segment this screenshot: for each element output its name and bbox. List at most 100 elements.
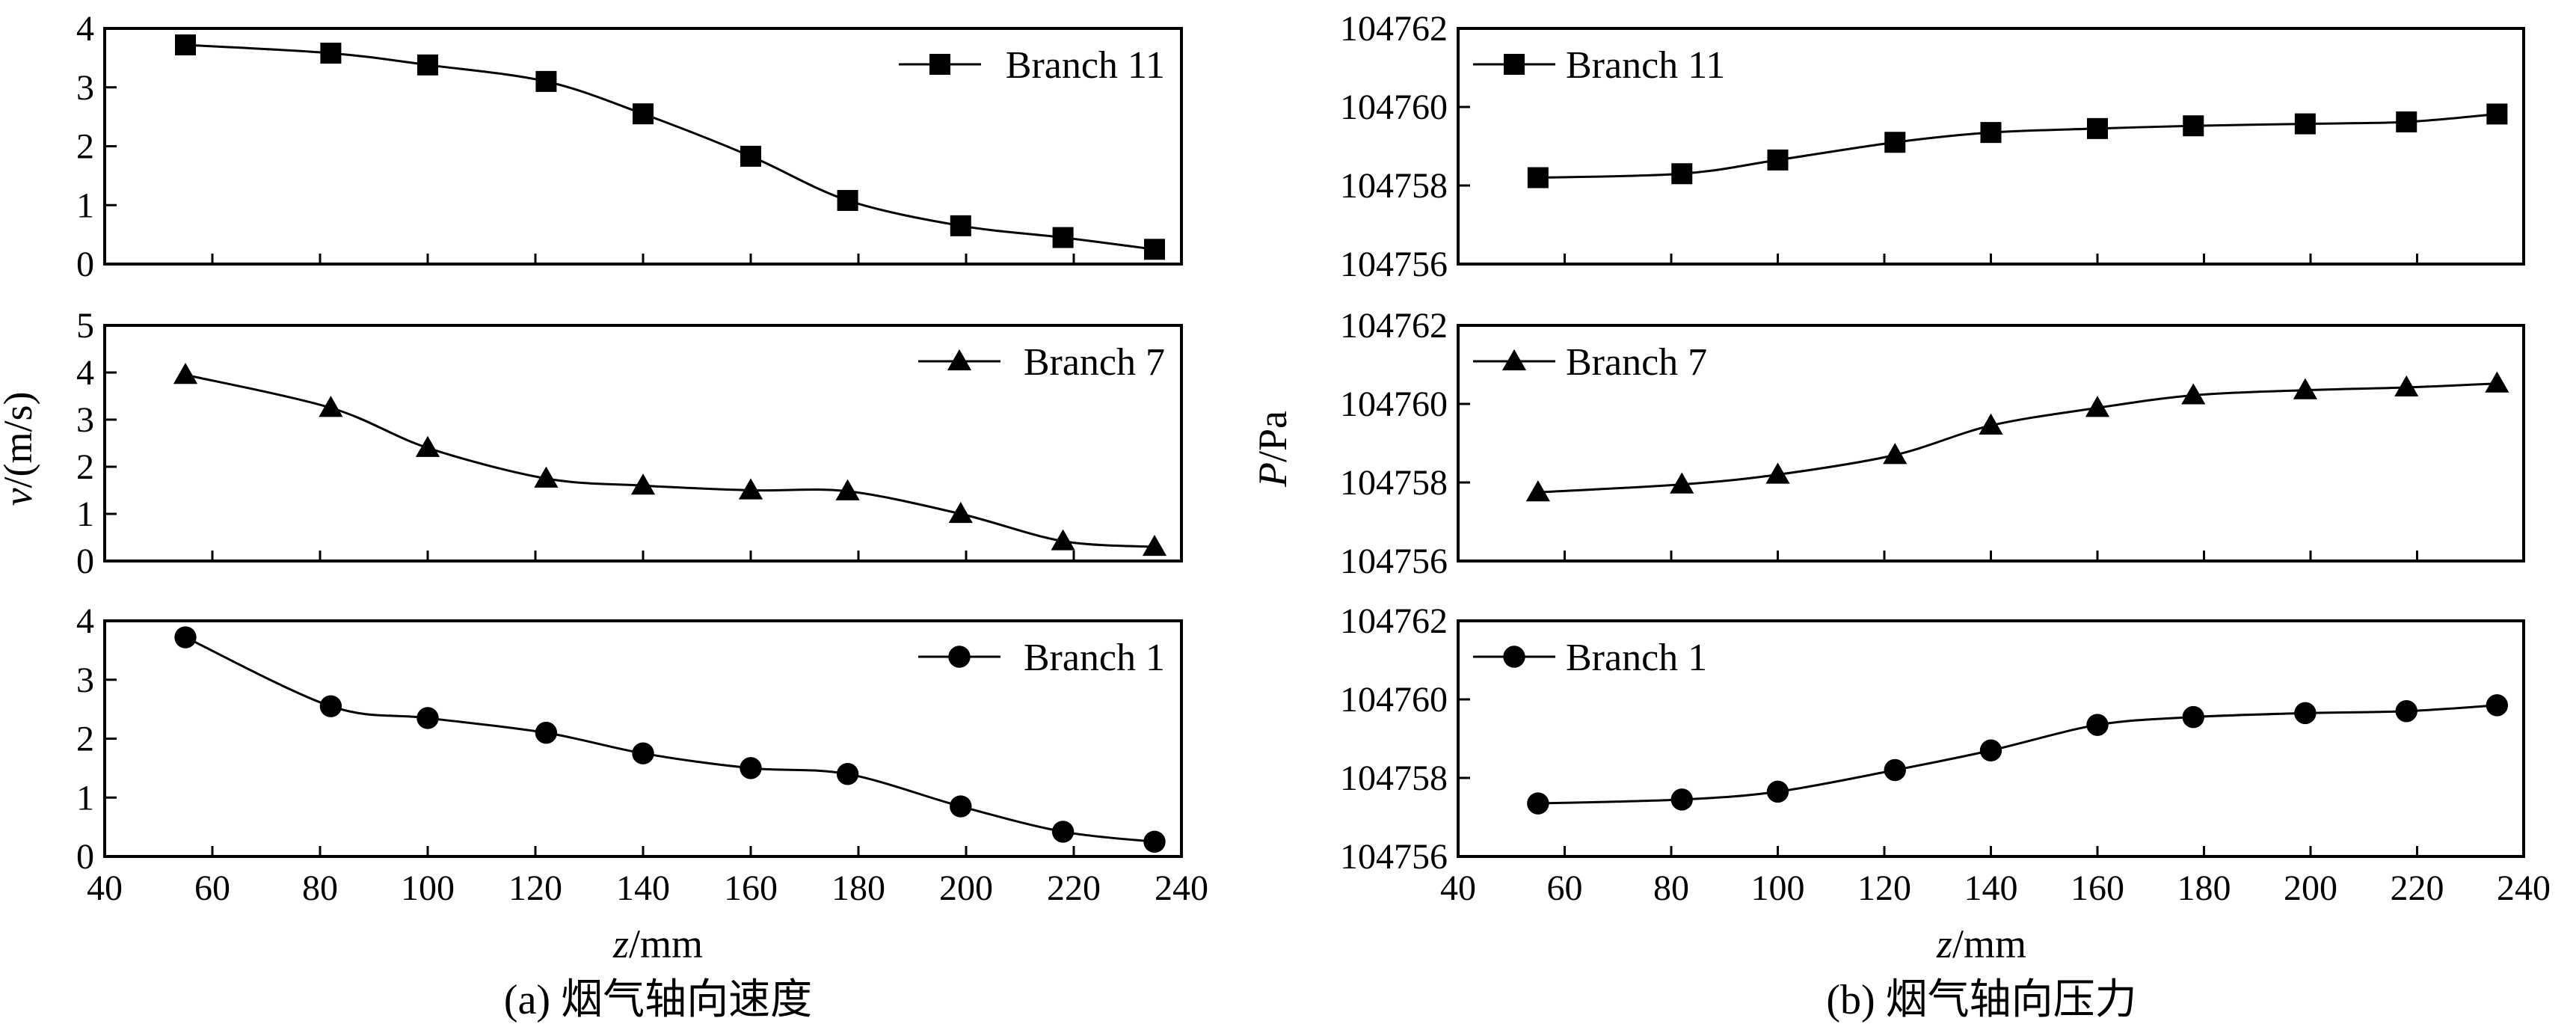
data-point (1979, 739, 2002, 761)
data-point (2183, 115, 2204, 137)
panel-a-ylabel: v/(m/s) (0, 392, 40, 506)
data-point (2086, 714, 2109, 736)
data-point (1671, 163, 1693, 185)
data-point (740, 145, 761, 167)
data-point (1884, 758, 1906, 782)
data-point (1142, 535, 1167, 557)
plot-frame (103, 324, 1183, 562)
data-point (1527, 792, 1549, 815)
data-point (837, 189, 858, 211)
data-point (2181, 383, 2206, 405)
x-tick-label: 180 (2177, 868, 2231, 908)
panel-b-caption: (b) 烟气轴向压力 (1826, 977, 2136, 1023)
data-point (1767, 149, 1789, 171)
data-point (319, 695, 342, 717)
legend-label: Branch 7 (1566, 341, 1707, 384)
data-point (534, 466, 559, 488)
y-tick-label: 0 (76, 837, 94, 877)
data-point (1980, 122, 2002, 144)
y-tick-label: 104762 (1340, 601, 1448, 641)
x-tick-label: 160 (724, 868, 778, 908)
data-point (2085, 396, 2110, 417)
legend-label: Branch 1 (1024, 637, 1165, 679)
panel-b-ylabel: P/Pa (1250, 411, 1295, 488)
data-point (1525, 480, 1550, 502)
y-tick-label: 3 (76, 400, 94, 440)
x-tick-label: 100 (1751, 868, 1805, 908)
data-point (1766, 780, 1789, 803)
legend-marker (947, 349, 972, 371)
data-point (738, 478, 763, 500)
data-point (950, 215, 971, 236)
data-point (1979, 413, 2003, 435)
data-point (2395, 700, 2417, 723)
y-tick-label: 1 (76, 494, 94, 534)
data-point (173, 363, 198, 384)
x-tick-label: 160 (2071, 868, 2124, 908)
legend-label: Branch 11 (1006, 44, 1165, 87)
data-point (740, 757, 762, 779)
y-tick-label: 104760 (1340, 88, 1448, 127)
data-point (2396, 111, 2417, 132)
y-tick-label: 104762 (1340, 9, 1448, 49)
data-point (1051, 529, 1075, 551)
legend-marker (948, 646, 971, 668)
y-tick-label: 4 (76, 353, 94, 393)
x-tick-label: 40 (1440, 868, 1476, 908)
series-line (1537, 112, 2497, 179)
data-point (1144, 239, 1165, 260)
data-point (2294, 702, 2317, 725)
y-tick-label: 104758 (1340, 166, 1448, 206)
data-point (1765, 462, 1790, 484)
x-tick-label: 120 (1857, 868, 1911, 908)
panel-a-caption: (a) 烟气轴向速度 (504, 977, 812, 1023)
x-tick-label: 220 (1047, 868, 1101, 908)
x-tick-label: 140 (616, 868, 670, 908)
y-tick-label: 104758 (1340, 758, 1448, 798)
legend-label: Branch 1 (1566, 637, 1707, 679)
data-point (2294, 113, 2316, 135)
y-tick-label: 0 (76, 245, 94, 284)
y-tick-label: 1 (76, 186, 94, 225)
series-line (185, 43, 1155, 251)
data-point (1883, 443, 1908, 465)
data-point (630, 473, 656, 495)
data-point (2182, 705, 2204, 729)
subplot-a-top: 0 1 2 3 4 Branch 11 (76, 9, 1183, 284)
data-point (836, 763, 859, 785)
x-tick-label: 140 (1964, 868, 2018, 908)
subplot-a-middle: 0 1 2 3 4 5 Branch 7 (76, 306, 1183, 581)
x-tick-label: 40 (87, 868, 123, 908)
data-point (2486, 694, 2509, 717)
data-point (948, 501, 973, 524)
x-tick-label: 220 (2391, 868, 2444, 908)
x-tick-label: 200 (2284, 868, 2337, 908)
data-point (950, 795, 972, 818)
subplot-b-bottom: 104756 104758 104760 104762 40 60 80 100 120 140 1… (1340, 601, 2551, 908)
legend-marker (929, 54, 950, 75)
y-tick-label: 0 (76, 542, 94, 581)
data-point (1052, 227, 1074, 248)
data-point (319, 396, 343, 417)
data-point (174, 626, 197, 649)
x-tick-label: 200 (939, 868, 993, 908)
series-line (185, 636, 1155, 843)
legend-marker (1501, 349, 1527, 371)
y-tick-label: 2 (76, 447, 94, 487)
series-line (185, 373, 1155, 548)
data-point (2394, 375, 2419, 397)
data-point (1670, 472, 1694, 494)
data-point (2293, 378, 2317, 399)
y-tick-label: 104756 (1340, 837, 1448, 877)
data-point (2485, 371, 2509, 393)
data-point (320, 43, 342, 64)
y-tick-label: 104756 (1340, 245, 1448, 284)
y-tick-label: 104762 (1340, 306, 1448, 346)
y-tick-label: 104760 (1340, 384, 1448, 424)
series-line (1537, 382, 2497, 494)
x-tick-label: 100 (401, 868, 455, 908)
data-point (1143, 830, 1166, 853)
data-point (417, 54, 438, 76)
y-tick-label: 104760 (1340, 680, 1448, 720)
data-point (1051, 821, 1075, 843)
